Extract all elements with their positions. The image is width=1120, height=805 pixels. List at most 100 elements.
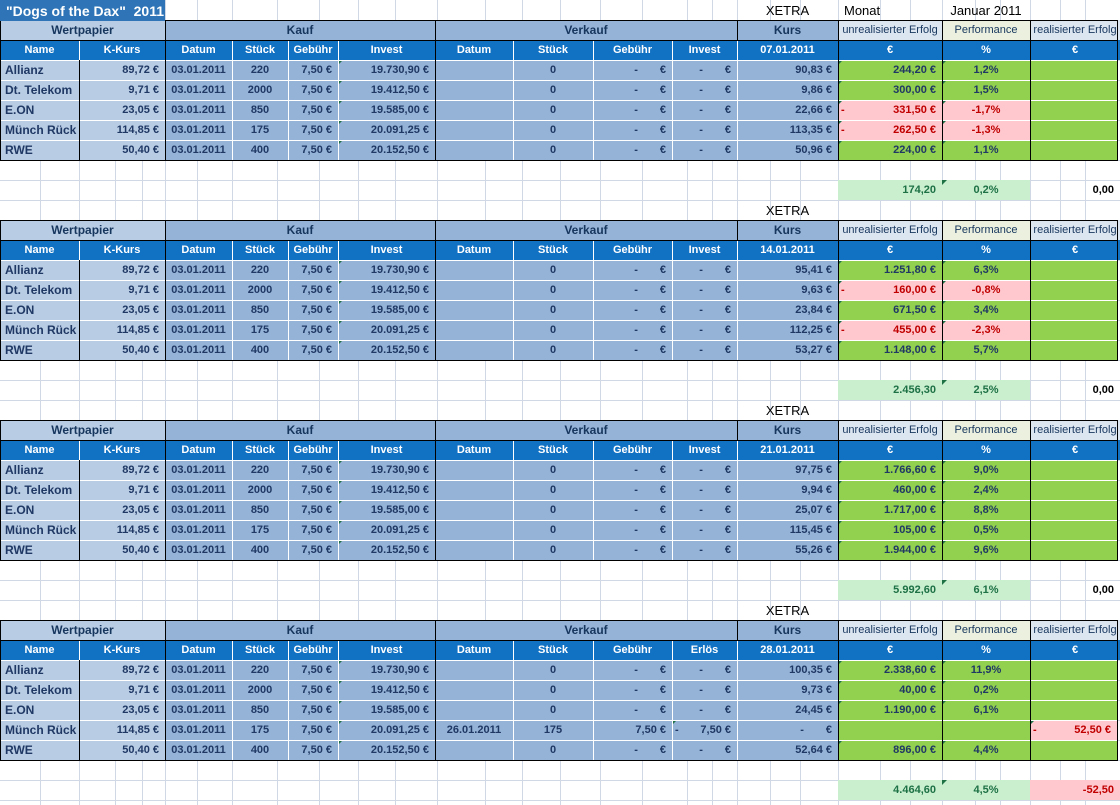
cell-verkauf-gebuehr[interactable]: - € [593, 80, 672, 100]
cell-verkauf-datum[interactable] [435, 280, 513, 300]
group-performance[interactable]: Performance [942, 620, 1030, 640]
cell-verkauf-stueck[interactable]: 0 [513, 140, 593, 160]
cell-kauf-invest[interactable]: 20.091,25 € [338, 520, 435, 540]
cell-verkauf-gebuehr[interactable]: - € [593, 540, 672, 560]
cell-verkauf-gebuehr[interactable]: - € [593, 320, 672, 340]
cell-unrealisierter-erfolg[interactable]: 1.944,00 € [838, 540, 942, 560]
cell-realisierter-erfolg[interactable] [1030, 700, 1117, 720]
cell-realisierter-erfolg[interactable] [1030, 300, 1117, 320]
cell-kurs[interactable]: 100,35 € [737, 660, 838, 680]
col-header-realisiert-euro[interactable]: € [1030, 40, 1120, 60]
col-header-name[interactable]: Name [0, 440, 79, 460]
cell-unrealisierter-erfolg[interactable]: -160,00 € [838, 280, 942, 300]
cell-kauf-stueck[interactable]: 220 [232, 460, 288, 480]
cell-kkurs[interactable]: 114,85 € [79, 520, 165, 540]
cell-verkauf-value[interactable]: - € [672, 280, 737, 300]
cell-kauf-invest[interactable]: 19.730,90 € [338, 660, 435, 680]
cell-realisierter-erfolg[interactable] [1030, 60, 1117, 80]
cell-realisierter-erfolg[interactable] [1030, 520, 1117, 540]
cell-kkurs[interactable]: 89,72 € [79, 60, 165, 80]
cell-name[interactable]: Münch Rück [0, 520, 79, 540]
cell-realisierter-erfolg[interactable]: -52,50 € [1030, 720, 1117, 740]
cell-kauf-datum[interactable]: 03.01.2011 [165, 740, 232, 760]
cell-verkauf-gebuehr[interactable]: - € [593, 660, 672, 680]
cell-kurs[interactable]: 50,96 € [737, 140, 838, 160]
cell-kauf-invest[interactable]: 20.152,50 € [338, 540, 435, 560]
cell-performance[interactable]: 5,7% [942, 340, 1030, 360]
cell-kurs[interactable]: 9,86 € [737, 80, 838, 100]
col-header-erfolg-euro[interactable]: € [838, 240, 942, 260]
cell-realisierter-erfolg[interactable] [1030, 500, 1117, 520]
group-performance[interactable]: Performance [942, 220, 1030, 240]
col-header-verkauf-stueck[interactable]: Stück [513, 40, 593, 60]
col-header-kauf-gebuehr[interactable]: Gebühr [288, 240, 338, 260]
cell-kauf-gebuehr[interactable]: 7,50 € [288, 480, 338, 500]
cell-verkauf-gebuehr[interactable]: - € [593, 480, 672, 500]
col-header-verkauf-gebuehr[interactable]: Gebühr [593, 40, 672, 60]
cell-performance[interactable]: 1,1% [942, 140, 1030, 160]
cell-kauf-stueck[interactable]: 400 [232, 540, 288, 560]
monat-label-cell[interactable]: Monat [839, 0, 942, 20]
cell-verkauf-gebuehr[interactable]: - € [593, 740, 672, 760]
col-header-kauf-stueck[interactable]: Stück [232, 40, 288, 60]
cell-performance[interactable]: 6,1% [942, 700, 1030, 720]
cell-verkauf-stueck[interactable]: 0 [513, 660, 593, 680]
group-wertpapier[interactable]: Wertpapier [0, 620, 165, 640]
summary-performance[interactable]: 6,1% [942, 580, 1030, 600]
cell-kauf-datum[interactable]: 03.01.2011 [165, 60, 232, 80]
cell-kauf-gebuehr[interactable]: 7,50 € [288, 320, 338, 340]
col-header-kauf-datum[interactable]: Datum [165, 240, 232, 260]
cell-verkauf-gebuehr[interactable]: - € [593, 340, 672, 360]
cell-kurs[interactable]: 95,41 € [737, 260, 838, 280]
cell-name[interactable]: Münch Rück [0, 720, 79, 740]
cell-kauf-invest[interactable]: 20.091,25 € [338, 720, 435, 740]
cell-verkauf-value[interactable]: - € [672, 460, 737, 480]
cell-verkauf-value[interactable]: - € [672, 740, 737, 760]
cell-verkauf-stueck[interactable]: 0 [513, 740, 593, 760]
cell-kauf-gebuehr[interactable]: 7,50 € [288, 280, 338, 300]
cell-unrealisierter-erfolg[interactable]: 1.148,00 € [838, 340, 942, 360]
cell-performance[interactable]: -2,3% [942, 320, 1030, 340]
cell-kauf-invest[interactable]: 19.730,90 € [338, 460, 435, 480]
cell-kauf-stueck[interactable]: 850 [232, 700, 288, 720]
col-header-kauf-invest[interactable]: Invest [338, 240, 435, 260]
cell-performance[interactable]: 2,4% [942, 480, 1030, 500]
cell-kauf-stueck[interactable]: 2000 [232, 80, 288, 100]
xetra-label-cell[interactable]: XETRA [765, 602, 810, 618]
summary-realisiert[interactable]: -52,50 [1030, 780, 1120, 800]
cell-verkauf-gebuehr[interactable]: - € [593, 700, 672, 720]
cell-kkurs[interactable]: 23,05 € [79, 300, 165, 320]
col-header-kkurs[interactable]: K-Kurs [79, 440, 165, 460]
cell-performance[interactable]: 1,5% [942, 80, 1030, 100]
cell-kauf-invest[interactable]: 19.585,00 € [338, 700, 435, 720]
group-realisierter-erfolg[interactable]: realisierter Erfolg [1030, 220, 1120, 240]
cell-verkauf-value[interactable]: - € [672, 540, 737, 560]
cell-kurs[interactable]: 112,25 € [737, 320, 838, 340]
cell-performance[interactable]: 4,4% [942, 740, 1030, 760]
cell-verkauf-stueck[interactable]: 0 [513, 300, 593, 320]
cell-verkauf-gebuehr[interactable]: - € [593, 60, 672, 80]
cell-kauf-gebuehr[interactable]: 7,50 € [288, 500, 338, 520]
cell-verkauf-datum[interactable] [435, 480, 513, 500]
col-header-kauf-gebuehr[interactable]: Gebühr [288, 40, 338, 60]
cell-kurs[interactable]: 52,64 € [737, 740, 838, 760]
cell-unrealisierter-erfolg[interactable]: 224,00 € [838, 140, 942, 160]
cell-realisierter-erfolg[interactable] [1030, 460, 1117, 480]
cell-kauf-stueck[interactable]: 400 [232, 740, 288, 760]
group-verkauf[interactable]: Verkauf [435, 220, 737, 240]
cell-verkauf-value[interactable]: - € [672, 680, 737, 700]
col-header-verkauf-datum[interactable]: Datum [435, 40, 513, 60]
summary-performance[interactable]: 0,2% [942, 180, 1030, 200]
cell-kauf-stueck[interactable]: 850 [232, 500, 288, 520]
cell-verkauf-gebuehr[interactable]: - € [593, 460, 672, 480]
cell-verkauf-value[interactable]: - € [672, 660, 737, 680]
cell-kauf-stueck[interactable]: 2000 [232, 480, 288, 500]
cell-name[interactable]: Münch Rück [0, 320, 79, 340]
cell-unrealisierter-erfolg[interactable]: -455,00 € [838, 320, 942, 340]
cell-kauf-invest[interactable]: 19.412,50 € [338, 680, 435, 700]
col-header-erfolg-euro[interactable]: € [838, 640, 942, 660]
cell-unrealisierter-erfolg[interactable]: 40,00 € [838, 680, 942, 700]
cell-verkauf-gebuehr[interactable]: - € [593, 260, 672, 280]
cell-kauf-datum[interactable]: 03.01.2011 [165, 100, 232, 120]
cell-kauf-invest[interactable]: 20.152,50 € [338, 340, 435, 360]
